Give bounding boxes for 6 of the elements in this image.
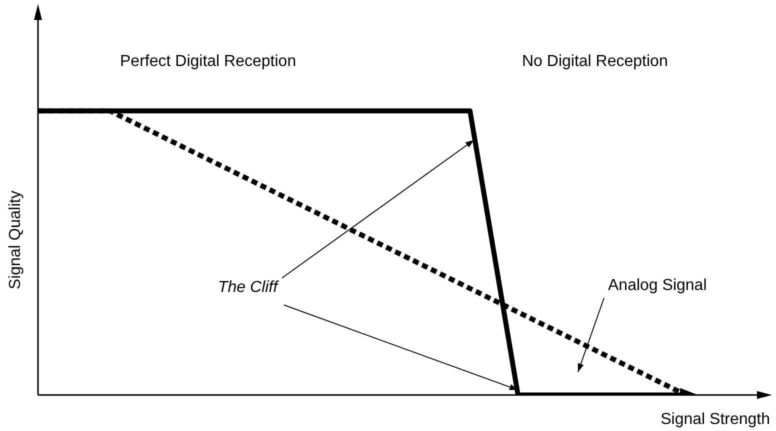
annotation: The Cliff	[218, 279, 280, 296]
x-axis-title: Signal Strength	[660, 411, 770, 428]
text: Perfect Digital Reception	[120, 53, 296, 70]
annotation: Analog Signal	[608, 277, 707, 294]
y-axis-title: Signal Quality	[7, 190, 24, 290]
text: No Digital Reception	[522, 53, 668, 70]
